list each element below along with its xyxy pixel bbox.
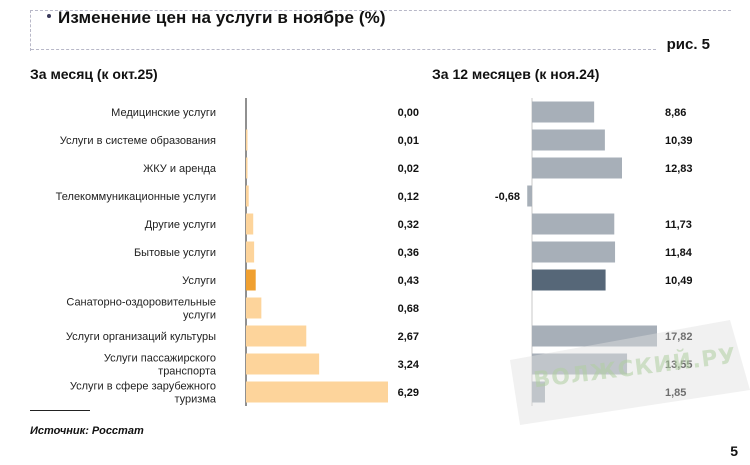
year-value-label: 12,83 bbox=[665, 163, 693, 175]
year-value-label: -0,68 bbox=[495, 191, 520, 203]
source-divider bbox=[30, 410, 90, 411]
month-value-label: 0,43 bbox=[398, 275, 419, 287]
year-panel-title: За 12 месяцев (к ноя.24) bbox=[432, 66, 600, 82]
month-value-label: 0,68 bbox=[398, 303, 419, 315]
month-category-label: Санаторно-оздоровительные услуги bbox=[66, 297, 216, 322]
month-category-label: Услуги в сфере зарубежного туризма bbox=[70, 381, 217, 406]
month-category-label: Телекоммуникационные услуги bbox=[56, 191, 216, 203]
year-value-label: 8,86 bbox=[665, 107, 686, 119]
year-value-label: 11,73 bbox=[665, 219, 692, 231]
month-category-label: Услуги в системе образования bbox=[60, 135, 216, 147]
title-frame bbox=[30, 10, 731, 51]
year-value-label: 11,84 bbox=[665, 247, 693, 259]
month-value-label: 0,01 bbox=[398, 135, 419, 147]
month-category-label: Услуги пассажирского транспорта bbox=[104, 353, 217, 378]
month-category-label: ЖКУ и аренда bbox=[143, 163, 217, 175]
year-bar bbox=[532, 381, 545, 403]
month-category-label: Бытовые услуги bbox=[134, 247, 216, 259]
month-value-label: 0,00 bbox=[398, 107, 419, 119]
month-bar bbox=[246, 129, 248, 151]
page-number: 5 bbox=[730, 443, 738, 459]
year-bar bbox=[532, 325, 657, 347]
year-bar bbox=[532, 353, 628, 375]
chart-title: Изменение цен на услуги в ноябре (%) bbox=[58, 8, 386, 27]
month-bar bbox=[246, 297, 262, 319]
month-bar bbox=[246, 325, 307, 347]
source-note: Источник: Росстат bbox=[30, 425, 144, 437]
year-bar bbox=[527, 185, 532, 207]
month-bar bbox=[246, 157, 248, 179]
month-bar bbox=[246, 353, 320, 375]
month-value-label: 0,32 bbox=[398, 219, 419, 231]
month-value-label: 2,67 bbox=[398, 331, 419, 343]
month-category-label: Услуги организаций культуры bbox=[66, 331, 216, 343]
year-value-label: 10,39 bbox=[665, 135, 693, 147]
month-bar bbox=[246, 269, 256, 291]
month-value-label: 0,02 bbox=[398, 163, 419, 175]
title-bullet bbox=[47, 14, 51, 18]
month-category-label: Услуги bbox=[182, 275, 216, 287]
month-bar bbox=[246, 213, 254, 235]
year-bar bbox=[532, 101, 595, 123]
year-bar bbox=[532, 241, 616, 263]
month-value-label: 6,29 bbox=[398, 387, 419, 399]
month-bar bbox=[246, 185, 249, 207]
month-value-label: 3,24 bbox=[398, 359, 420, 371]
figure-label: рис. 5 bbox=[666, 36, 710, 53]
year-value-label: 13,55 bbox=[665, 359, 693, 371]
month-category-label: Другие услуги bbox=[145, 219, 216, 231]
month-value-label: 0,36 bbox=[398, 247, 419, 259]
year-bar bbox=[532, 129, 605, 151]
year-bar bbox=[532, 269, 606, 291]
month-panel-title: За месяц (к окт.25) bbox=[30, 66, 158, 82]
year-bar bbox=[532, 213, 615, 235]
month-value-label: 0,12 bbox=[398, 191, 419, 203]
year-value-label: 17,82 bbox=[665, 331, 693, 343]
year-value-label: 1,85 bbox=[665, 387, 686, 399]
month-bar bbox=[246, 381, 388, 403]
month-bar bbox=[246, 241, 255, 263]
month-category-label: Медицинские услуги bbox=[111, 107, 216, 119]
year-bar bbox=[532, 157, 622, 179]
year-value-label: 10,49 bbox=[665, 275, 693, 287]
